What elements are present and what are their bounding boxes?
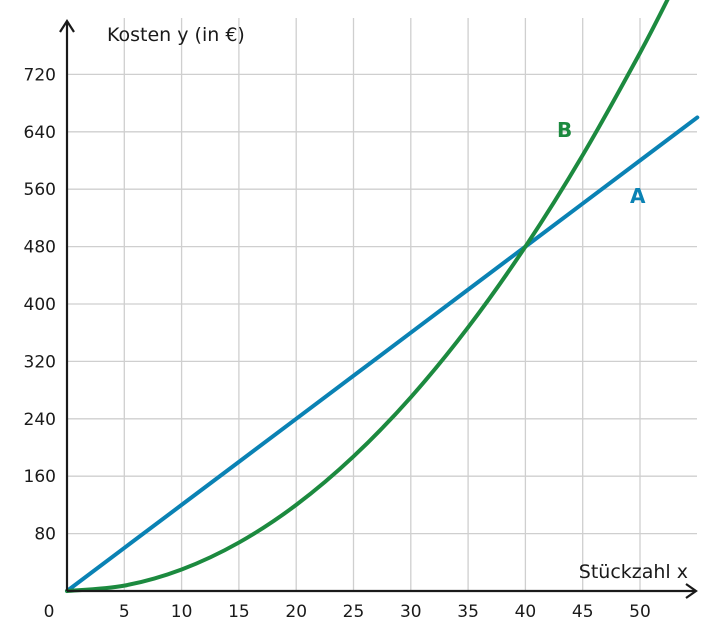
y-tick-label: 640 — [24, 123, 56, 143]
x-tick-label: 25 — [343, 602, 365, 622]
series-labels: AB — [557, 118, 646, 208]
series-label-b: B — [557, 118, 572, 142]
y-tick-label: 80 — [34, 525, 56, 545]
x-tick-label: 10 — [171, 602, 193, 622]
series-line-a — [65, 115, 700, 593]
tick-labels: 5 10 15 20 25 30 35 40 45 50 80 160 240 320 400 480 560 6… — [24, 65, 651, 622]
y-tick-label: 240 — [24, 410, 56, 430]
y-tick-label: 480 — [24, 238, 56, 258]
x-tick-label: 20 — [285, 602, 307, 622]
y-tick-label: 720 — [24, 65, 56, 85]
x-tick-label: 5 — [119, 602, 130, 622]
origin-label: 0 — [44, 602, 55, 622]
x-tick-label: 30 — [400, 602, 422, 622]
x-tick-label: 40 — [515, 602, 537, 622]
series-label-a: A — [630, 184, 646, 208]
y-tick-label: 400 — [24, 295, 56, 315]
x-axis-arrow-icon — [685, 583, 698, 599]
x-tick-label: 50 — [629, 602, 651, 622]
grid — [67, 18, 697, 591]
series-line-b — [65, 0, 670, 593]
y-axis-arrow-icon — [59, 18, 75, 33]
y-tick-label: 560 — [24, 180, 56, 200]
y-tick-label: 320 — [24, 352, 56, 372]
y-tick-label: 160 — [24, 467, 56, 487]
x-tick-label: 45 — [572, 602, 594, 622]
series-lines — [65, 0, 700, 593]
axes — [59, 18, 698, 599]
x-tick-label: 15 — [228, 602, 250, 622]
x-axis-title: Stückzahl x — [579, 561, 688, 583]
x-tick-label: 35 — [457, 602, 479, 622]
y-axis-title: Kosten y (in €) — [107, 24, 245, 46]
